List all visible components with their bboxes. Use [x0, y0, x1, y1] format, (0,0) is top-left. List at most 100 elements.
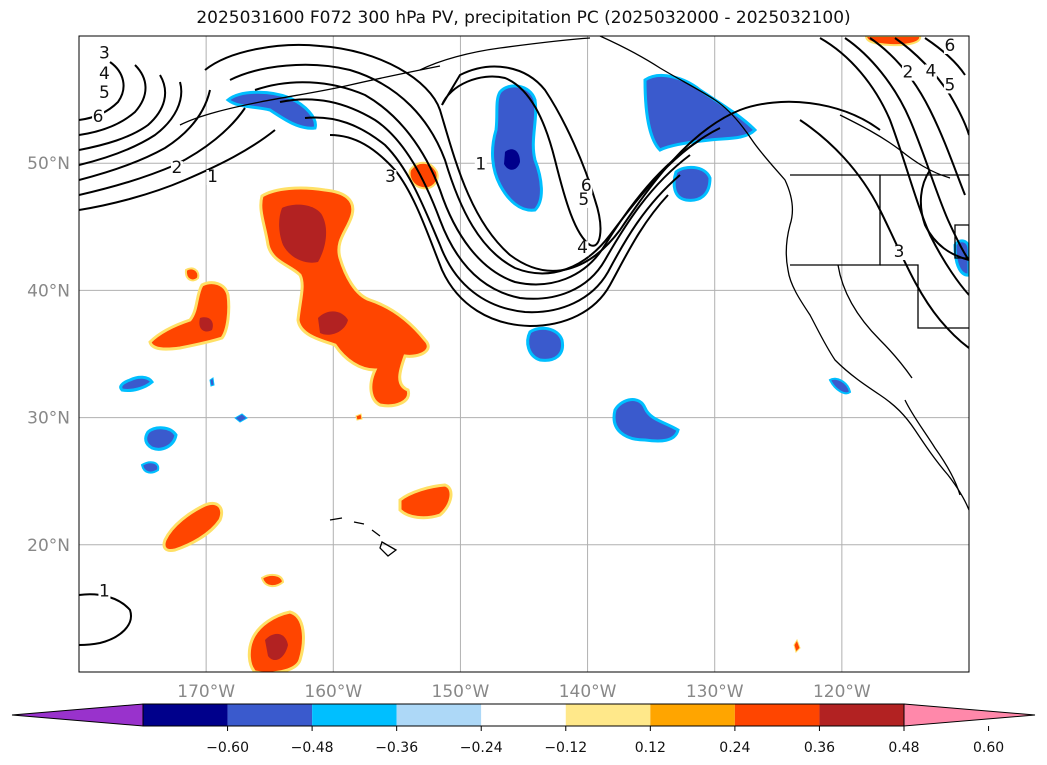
lon-tick-label: 140°W: [559, 682, 617, 702]
colorbar-segment-4: [481, 704, 566, 726]
pv-contours: [79, 37, 969, 646]
pv-contour-east-arc: [919, 169, 969, 261]
plot-frame: [78, 35, 970, 673]
neg-blob-west-3: [140, 461, 160, 474]
colorbar-frame: [142, 703, 905, 727]
contour-label-bg: [901, 65, 914, 81]
contour-label-bg: [576, 241, 589, 257]
neg-core-gulf-alaska: [504, 149, 520, 170]
contour-label: 6: [93, 107, 104, 127]
pv-contour-ridge-6: [329, 134, 669, 328]
neg-blob-aleutian: [225, 90, 317, 130]
precip-core-2: [318, 311, 348, 335]
contour-label: 6: [945, 36, 956, 56]
neg-blob-central-pacific: [612, 398, 680, 443]
pv-contour-east-4: [894, 37, 969, 136]
precip-dot-1: [184, 267, 200, 282]
contour-label-bg: [943, 38, 956, 54]
colorbar-segment-3: [396, 704, 482, 726]
colorbar-tick-label: 0.12: [635, 740, 666, 756]
hawaii-islands: [329, 517, 398, 557]
contour-label-bg: [92, 110, 105, 126]
neg-blob-west-1: [144, 426, 178, 451]
pv-contour-west-3: [79, 89, 211, 181]
colorbar-tick-label: −0.48: [291, 740, 334, 756]
neg-blob-west-2: [119, 375, 154, 392]
contour-label-bg: [384, 170, 397, 186]
precip-blob-ne-corner: [864, 36, 922, 47]
precip-blob-gulf: [162, 502, 224, 552]
lon-tick-label: 150°W: [432, 682, 490, 702]
state-border-2: [880, 264, 969, 329]
lon-tick-label: 130°W: [686, 682, 744, 702]
contour-label-bg: [577, 192, 590, 208]
contour-label: 1: [475, 154, 486, 174]
pv-contour-east-2: [844, 37, 969, 261]
state-border-4: [954, 224, 969, 259]
colorbar-tick-label: −0.12: [544, 740, 587, 756]
lon-tick-label: 120°W: [813, 682, 871, 702]
colorbar-tick-label: −0.36: [375, 740, 418, 756]
colorbar-segment-8: [819, 704, 904, 726]
contour-label: 1: [207, 167, 218, 187]
colorbar-segment-0: [143, 704, 228, 726]
pv-contour-trough-1: [441, 65, 602, 247]
contour-label: 5: [945, 75, 956, 95]
neg-blob-gulf-alaska: [491, 84, 543, 212]
pv-contour-east-3: [869, 37, 966, 196]
contour-label-bg: [943, 78, 956, 94]
lon-tick-label: 170°W: [177, 682, 235, 702]
north-america-coast: [599, 36, 969, 511]
contour-label: 3: [894, 242, 905, 262]
pv-contour-west-4: [79, 81, 183, 166]
pv-contour-ridge-1: [204, 44, 881, 272]
contour-label-bg: [98, 584, 111, 600]
precip-dot-2: [260, 573, 285, 588]
neg-dot-2: [209, 377, 215, 387]
state-border-3: [837, 264, 913, 379]
neg-blob-bc-coast: [643, 74, 758, 152]
precip-negative-areas: [119, 74, 969, 474]
neg-blob-socal: [828, 377, 852, 395]
neg-dot-1: [234, 413, 248, 423]
pv-contour-west-6: [79, 64, 147, 136]
contour-label-bg: [98, 46, 111, 62]
contour-label: 4: [925, 61, 936, 81]
contour-label: 3: [385, 167, 396, 187]
aleutian-chain: [179, 65, 441, 126]
lat-tick-label: 40°N: [27, 281, 70, 301]
contour-label: 4: [577, 238, 588, 258]
contour-label: 3: [99, 44, 110, 64]
contour-label-bg: [206, 170, 219, 186]
contour-label-bg: [170, 161, 183, 177]
lat-tick-label: 50°N: [27, 154, 70, 174]
contour-label-bg: [474, 157, 487, 173]
colorbar-tick-label: 0.48: [888, 740, 919, 756]
colorbar-segment-2: [312, 704, 397, 726]
longitude-tick-labels: 170°W 160°W 150°W 140°W 130°W 120°W: [177, 682, 871, 702]
colorbar-tick-label: 0.36: [804, 740, 835, 756]
precip-dot-4: [355, 413, 363, 421]
lat-tick-label: 20°N: [27, 536, 70, 556]
pv-contour-east-5: [924, 37, 966, 76]
colorbar-segment-6: [650, 704, 735, 726]
pv-contour-east-1: [819, 37, 969, 296]
contour-label-bg: [98, 86, 111, 102]
precip-blob-west: [148, 281, 231, 351]
contour-label: 6: [581, 176, 592, 196]
precip-core-3: [199, 317, 213, 332]
lat-tick-label: 30°N: [27, 409, 70, 429]
alaska-coast: [419, 37, 591, 71]
colorbar-tick-label: −0.60: [206, 740, 249, 756]
precip-core-4: [265, 633, 288, 661]
colorbar-segment-7: [734, 704, 820, 726]
lon-tick-label: 160°W: [304, 682, 362, 702]
pv-contour-west-5: [79, 74, 167, 151]
precip-core-1: [279, 204, 327, 263]
colorbar-tick-label: 0.60: [973, 740, 1004, 756]
contour-label-bg: [924, 64, 937, 80]
contour-label-bg: [98, 66, 111, 82]
